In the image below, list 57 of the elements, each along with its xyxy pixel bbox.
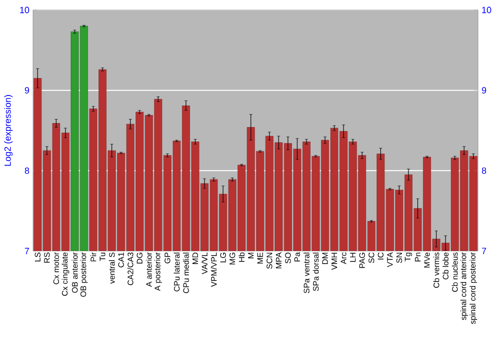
x-tick-label: VMH xyxy=(332,252,338,270)
x-tick-label: PAG xyxy=(359,252,365,268)
x-tick-label: Pir xyxy=(90,252,96,262)
x-tick-label: CPu medial xyxy=(183,252,189,294)
x-tick-label: ME xyxy=(257,252,263,264)
y-tick-label: 9 xyxy=(24,87,30,94)
x-tick-label: A posterior xyxy=(154,252,162,291)
x-tick-label: Pa xyxy=(294,252,300,262)
x-tick-label: CA1 xyxy=(118,252,124,268)
x-tick-label: Cx motor xyxy=(53,252,60,284)
y-tick-label: 10 xyxy=(20,6,30,14)
x-tick-label: LH xyxy=(350,252,356,262)
x-tick-label: OB posterior xyxy=(80,252,88,297)
x-tick-label: Cb lobe xyxy=(442,252,448,280)
y2-tick-label: 10 xyxy=(482,6,492,14)
x-tick-label: VA/VL xyxy=(202,252,208,274)
x-tick-label: SPa dorsal xyxy=(312,252,319,291)
y-tick-label: 8 xyxy=(24,167,30,174)
y-tick-label: 7 xyxy=(24,248,30,254)
x-tick-label: MG xyxy=(230,252,236,264)
x-tick-label: OB anterior xyxy=(72,252,78,293)
x-tick-label: Hb xyxy=(238,252,245,262)
x-tick-label: Cx cingulate xyxy=(62,252,70,296)
x-tick-label: SC xyxy=(368,252,374,263)
x-tick-label: IC xyxy=(378,252,384,260)
y2-tick-label: 8 xyxy=(482,167,486,174)
x-tick-label: Arc xyxy=(340,252,346,264)
x-tick-label: VPM/VPL xyxy=(210,252,217,287)
x-tick-label: SPa ventral xyxy=(304,252,310,294)
x-tick-label: Cb vermis xyxy=(433,252,440,288)
x-tick-label: VTA xyxy=(387,252,393,268)
x-tick-label: LG xyxy=(220,252,226,262)
x-tick-label: ventral S xyxy=(108,252,115,284)
x-tick-label: spinal cord anterior xyxy=(460,252,468,320)
x-tick-label: SCN xyxy=(266,252,272,269)
x-tick-label: DM xyxy=(322,252,328,264)
x-tick-label: LS xyxy=(34,252,40,262)
x-tick-label: MVe xyxy=(424,252,430,268)
x-tick-label: M xyxy=(248,252,254,258)
x-tick-label: spinal cord posterior xyxy=(470,252,478,324)
y2-tick-label: 7 xyxy=(482,248,486,254)
x-tick-label: MD xyxy=(192,252,198,264)
x-tick-label: MPA xyxy=(276,252,282,268)
x-tick-label: A anterior xyxy=(146,252,152,287)
x-tick-label: SN xyxy=(396,252,402,263)
x-tick-label: GP xyxy=(164,252,170,264)
y-axis-title: Log2 (expression) xyxy=(4,95,13,166)
x-tick-label: Pn xyxy=(414,252,420,262)
x-tick-label: CA2/CA3 xyxy=(127,252,134,286)
x-tick-label: Cb nucleus xyxy=(452,252,458,292)
x-tick-label: SO xyxy=(285,252,291,264)
x-tick-label: RS xyxy=(44,252,50,263)
x-tick-label: DG xyxy=(136,252,142,264)
x-tick-label: Tg xyxy=(404,252,412,262)
y2-tick-label: 9 xyxy=(482,87,486,94)
x-tick-label: Tu xyxy=(100,252,106,262)
x-tick-label: CPu lateral xyxy=(174,252,180,292)
